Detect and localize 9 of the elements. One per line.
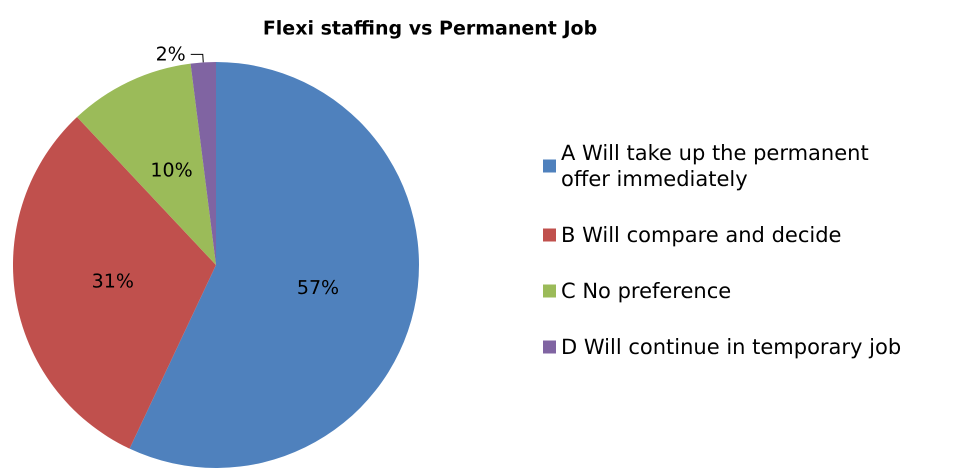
legend-label: D Will continue in temporary job bbox=[561, 335, 902, 359]
data-label: 2% bbox=[156, 43, 186, 66]
data-label: 31% bbox=[92, 270, 134, 292]
legend-label: C No preference bbox=[561, 279, 732, 303]
chart-title: Flexi staffing vs Permanent Job bbox=[262, 18, 598, 40]
legend-label: A Will take up the permanent offer immediately bbox=[561, 141, 876, 191]
legend-label: B Will compare and decide bbox=[561, 223, 842, 247]
data-label: 57% bbox=[296, 276, 340, 299]
data-label: 10% bbox=[150, 159, 193, 182]
